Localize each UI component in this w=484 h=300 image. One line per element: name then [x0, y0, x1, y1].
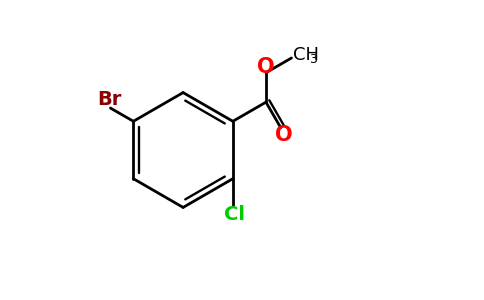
Text: 3: 3 [309, 53, 317, 66]
Text: Br: Br [97, 90, 121, 109]
Text: Cl: Cl [224, 205, 245, 224]
Text: O: O [257, 57, 275, 77]
Text: O: O [275, 125, 293, 145]
Text: CH: CH [293, 46, 319, 64]
